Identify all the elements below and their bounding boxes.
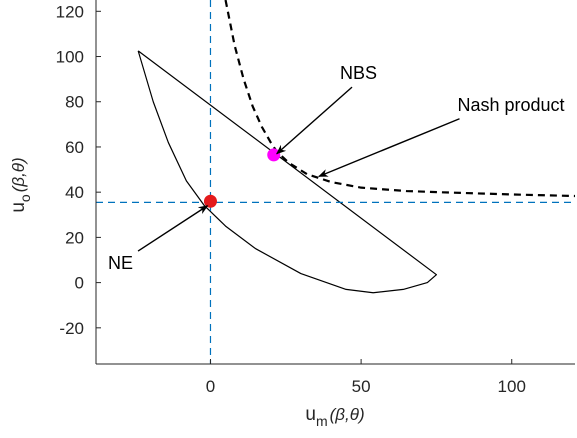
y-tick-label: 20: [65, 228, 84, 247]
annotations: NBS Nash product NE: [108, 63, 565, 273]
y-tick-label: 100: [56, 48, 84, 67]
x-tick-label: 100: [498, 377, 526, 396]
y-axis-label-args: (β,θ): [9, 157, 28, 192]
plot-area: [96, 0, 575, 364]
y-axis-label: uo (β,θ): [8, 157, 33, 212]
annotation-arrow: [276, 86, 353, 155]
x-tick-label: 0: [206, 377, 215, 396]
y-tick-label: 40: [65, 183, 84, 202]
y-axis-label-main: u: [8, 202, 29, 213]
annotation-nbs: NBS: [340, 63, 377, 83]
y-tick-label: 0: [75, 274, 84, 293]
x-axis-label-sub: m: [316, 413, 328, 429]
plot-series: [96, 0, 575, 364]
point-ne: [203, 194, 217, 208]
tick-labels: 0 50 100 -20 0 20 40 60 80 100 120: [56, 2, 526, 396]
annotation-arrow: [318, 118, 460, 177]
feasible-set-boundary: [137, 50, 438, 294]
annotation-ne: NE: [108, 253, 133, 273]
x-tick-label: 50: [352, 377, 371, 396]
y-axis-label-sub: o: [17, 194, 33, 202]
x-axis-label: um (β,θ): [305, 404, 364, 429]
annotation-arrow: [137, 205, 209, 252]
x-axis-label-main: u: [305, 404, 316, 425]
y-tick-label: 120: [56, 2, 84, 21]
axes: [95, 0, 575, 365]
y-tick-label: -20: [59, 319, 84, 338]
x-axis-label-args: (β,θ): [330, 405, 365, 424]
y-tick-label: 80: [65, 93, 84, 112]
annotation-nash-product: Nash product: [458, 95, 565, 115]
nash-product-curve: [224, 0, 575, 198]
y-tick-label: 60: [65, 138, 84, 157]
point-nbs: [267, 148, 281, 162]
